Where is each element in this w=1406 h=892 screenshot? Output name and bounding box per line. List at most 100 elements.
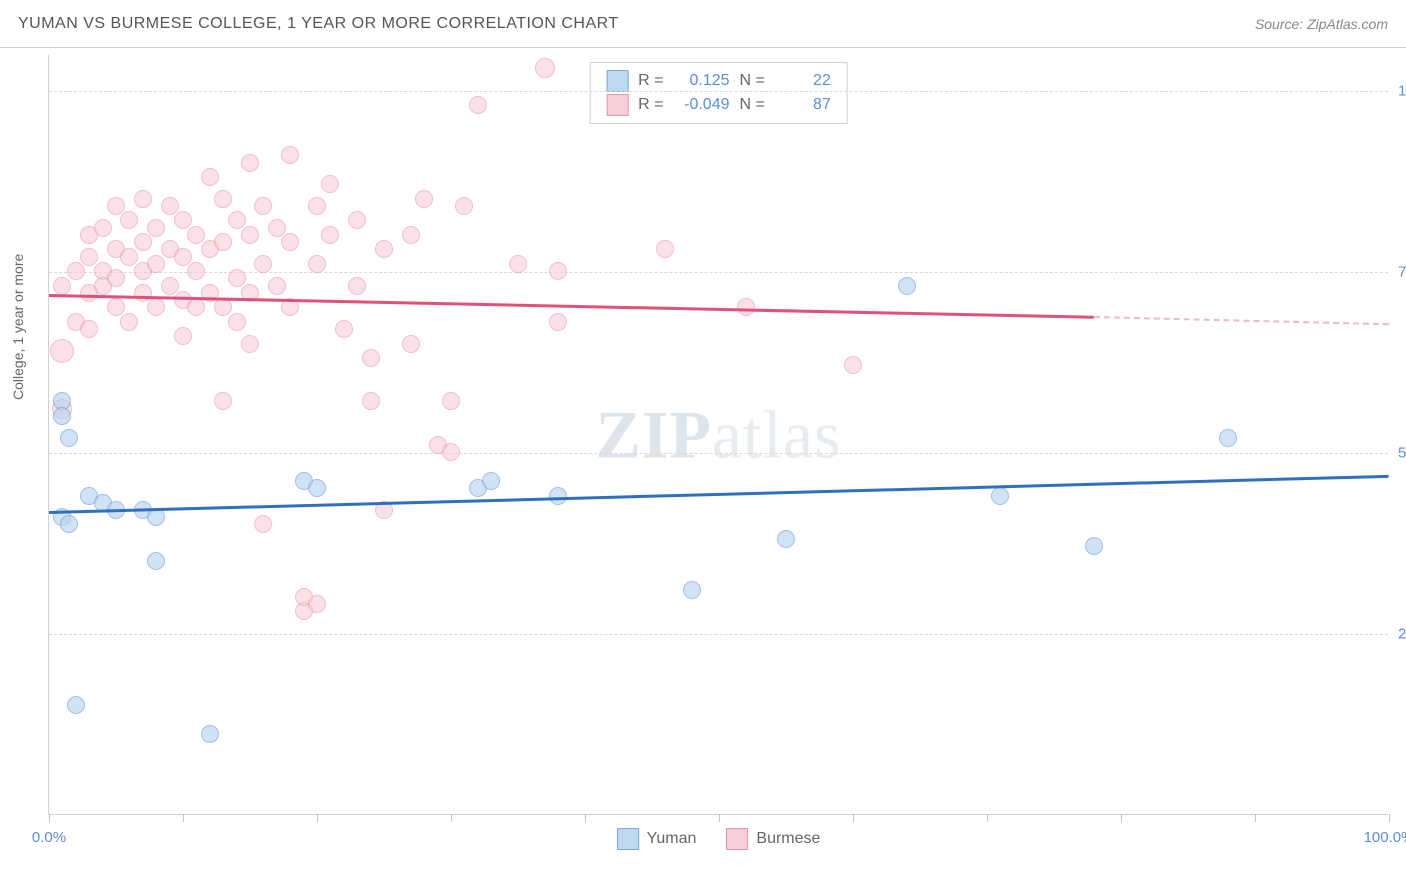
yuman-marker	[67, 696, 85, 714]
correlation-legend: R = 0.125 N = 22 R = -0.049 N = 87	[589, 62, 848, 124]
burmese-marker	[120, 313, 138, 331]
burmese-marker	[281, 146, 299, 164]
burmese-marker	[147, 219, 165, 237]
burmese-marker	[308, 197, 326, 215]
burmese-marker	[53, 277, 71, 295]
swatch-yuman	[617, 828, 639, 850]
burmese-marker	[187, 298, 205, 316]
burmese-marker	[147, 298, 165, 316]
burmese-marker	[375, 240, 393, 258]
burmese-marker	[308, 595, 326, 613]
burmese-marker	[187, 226, 205, 244]
chart-title: YUMAN VS BURMESE COLLEGE, 1 YEAR OR MORE…	[18, 15, 619, 33]
burmese-marker	[228, 313, 246, 331]
burmese-marker	[80, 248, 98, 266]
x-tick	[1255, 814, 1256, 822]
chart-header: YUMAN VS BURMESE COLLEGE, 1 YEAR OR MORE…	[0, 0, 1406, 48]
burmese-marker	[362, 349, 380, 367]
burmese-marker	[402, 226, 420, 244]
burmese-trendline-extrapolated	[1094, 316, 1389, 325]
y-tick-label: 25.0%	[1398, 626, 1406, 643]
burmese-marker	[335, 320, 353, 338]
swatch-burmese	[726, 828, 748, 850]
burmese-marker	[455, 197, 473, 215]
burmese-marker	[214, 190, 232, 208]
source-label: Source: ZipAtlas.com	[1255, 16, 1388, 32]
burmese-marker	[174, 327, 192, 345]
x-tick	[317, 814, 318, 822]
burmese-marker	[402, 335, 420, 353]
burmese-marker	[281, 233, 299, 251]
yuman-marker	[898, 277, 916, 295]
yuman-marker	[60, 429, 78, 447]
burmese-marker	[268, 277, 286, 295]
burmese-marker	[442, 392, 460, 410]
y-tick-label: 100.0%	[1398, 83, 1406, 100]
legend-row-yuman: R = 0.125 N = 22	[606, 69, 831, 93]
gridline	[49, 272, 1388, 273]
burmese-marker	[134, 190, 152, 208]
burmese-marker	[241, 335, 259, 353]
burmese-marker	[94, 219, 112, 237]
gridline	[49, 453, 1388, 454]
burmese-marker	[656, 240, 674, 258]
burmese-marker	[50, 339, 74, 363]
yuman-marker	[60, 515, 78, 533]
legend-row-burmese: R = -0.049 N = 87	[606, 93, 831, 117]
burmese-marker	[241, 226, 259, 244]
burmese-marker	[107, 197, 125, 215]
burmese-marker	[254, 197, 272, 215]
burmese-marker	[161, 277, 179, 295]
burmese-marker	[308, 255, 326, 273]
burmese-marker	[214, 392, 232, 410]
x-tick	[1121, 814, 1122, 822]
burmese-marker	[107, 269, 125, 287]
series-legend: Yuman Burmese	[617, 828, 821, 850]
swatch-burmese	[606, 94, 628, 116]
burmese-marker	[442, 443, 460, 461]
gridline	[49, 634, 1388, 635]
burmese-marker	[469, 96, 487, 114]
burmese-marker	[737, 298, 755, 316]
burmese-marker	[187, 262, 205, 280]
yuman-marker	[482, 472, 500, 490]
burmese-marker	[254, 255, 272, 273]
burmese-marker	[321, 226, 339, 244]
yuman-marker	[549, 487, 567, 505]
legend-item-yuman: Yuman	[617, 828, 697, 850]
x-tick	[853, 814, 854, 822]
yuman-marker	[683, 581, 701, 599]
x-tick	[585, 814, 586, 822]
watermark: ZIPatlas	[596, 395, 842, 474]
burmese-marker	[228, 269, 246, 287]
burmese-marker	[107, 298, 125, 316]
yuman-marker	[308, 479, 326, 497]
x-tick-label: 0.0%	[32, 829, 66, 846]
burmese-trendline	[49, 294, 1094, 318]
burmese-marker	[321, 175, 339, 193]
yuman-marker	[53, 407, 71, 425]
burmese-marker	[549, 313, 567, 331]
burmese-marker	[174, 211, 192, 229]
burmese-marker	[362, 392, 380, 410]
x-tick	[987, 814, 988, 822]
legend-item-burmese: Burmese	[726, 828, 820, 850]
yuman-marker	[1085, 537, 1103, 555]
yuman-marker	[147, 552, 165, 570]
y-axis-label: College, 1 year or more	[10, 254, 26, 400]
burmese-marker	[348, 211, 366, 229]
burmese-marker	[415, 190, 433, 208]
x-tick	[1389, 814, 1390, 822]
burmese-marker	[214, 233, 232, 251]
yuman-marker	[201, 725, 219, 743]
burmese-marker	[228, 211, 246, 229]
yuman-marker	[1219, 429, 1237, 447]
burmese-marker	[161, 197, 179, 215]
burmese-marker	[535, 58, 555, 78]
burmese-marker	[134, 233, 152, 251]
burmese-marker	[214, 298, 232, 316]
burmese-marker	[174, 248, 192, 266]
burmese-marker	[147, 255, 165, 273]
burmese-marker	[134, 284, 152, 302]
burmese-marker	[268, 219, 286, 237]
